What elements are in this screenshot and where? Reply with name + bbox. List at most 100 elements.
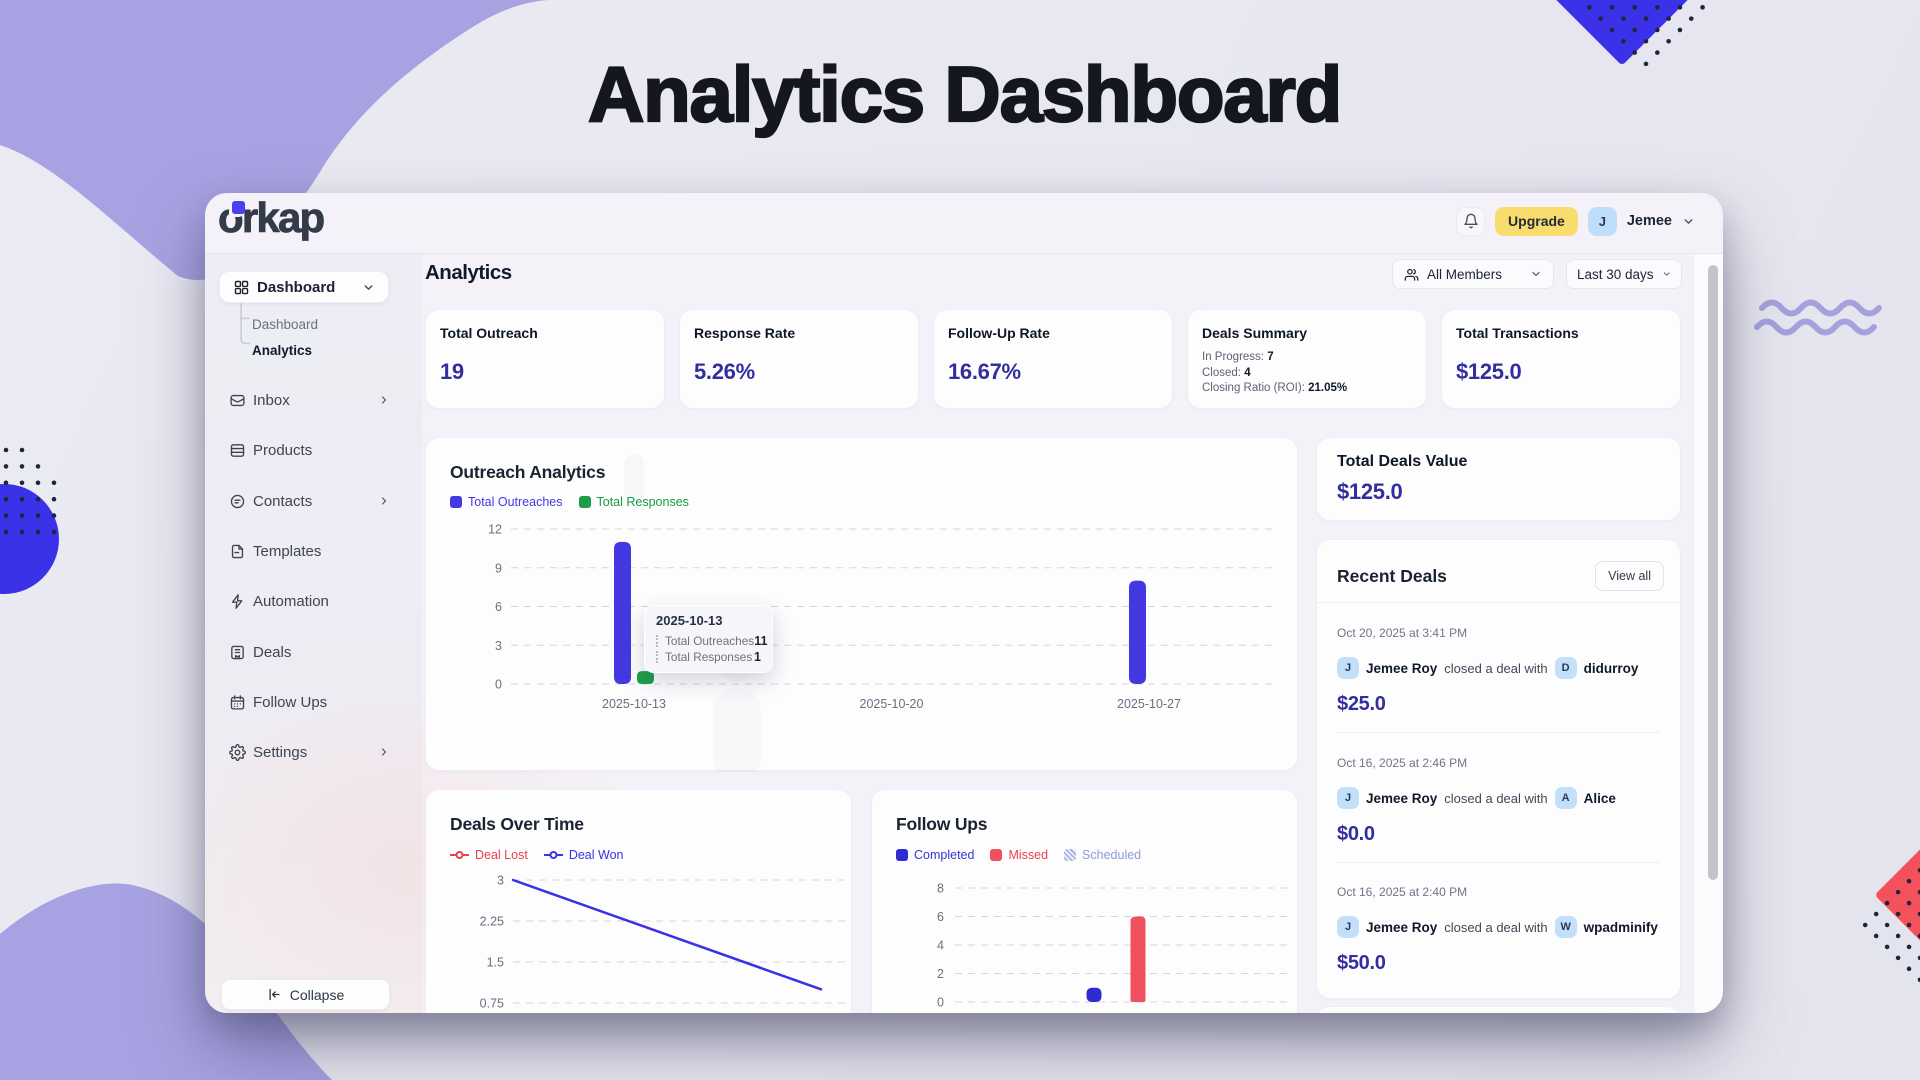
outreach-bar-chart: 12 9 6 3 0 2025-10-13 2025-10-20 2025-10-27 xyxy=(488,454,1273,772)
sidebar-item-label: Inbox xyxy=(253,391,290,409)
card-title: Total Deals Value xyxy=(1337,453,1468,470)
chevron-down-icon xyxy=(1663,272,1670,276)
sidebar-item-label: Dashboard xyxy=(257,278,336,296)
tooltip-marker xyxy=(656,651,658,663)
legend-label: Deal Lost xyxy=(475,848,528,862)
deals-summary-lines: In Progress: 7 Closed: 4 Closing Ratio (… xyxy=(1202,350,1412,397)
summary-value: 21.05% xyxy=(1308,382,1348,394)
deal-actor: Jemee Roy xyxy=(1366,919,1438,935)
sidebar-item-dashboard[interactable]: Dashboard xyxy=(219,271,389,303)
collapse-button[interactable]: Collapse xyxy=(221,979,390,1010)
sidebar-divider xyxy=(420,254,421,1013)
tooltip-marker xyxy=(656,635,658,647)
blob-top-left xyxy=(0,0,548,281)
chevron-down-icon xyxy=(1532,271,1540,277)
settings-gear-icon xyxy=(229,743,246,761)
deal-time: Oct 20, 2025 at 3:41 PM xyxy=(1337,626,1468,640)
deal-amount: $50.0 xyxy=(1337,952,1386,974)
legend-item: Completed xyxy=(896,848,974,862)
sidebar-item-label: Settings xyxy=(253,743,308,761)
deal-list-item[interactable]: Oct 20, 2025 at 3:41 PM J Jemee Roy clos… xyxy=(1337,626,1660,716)
legend-swatch-scheduled xyxy=(1064,849,1077,861)
stat-title: Follow-Up Rate xyxy=(948,325,1050,341)
legend-line-marker xyxy=(543,851,563,859)
collapse-label: Collapse xyxy=(289,986,345,1003)
view-all-button[interactable]: View all xyxy=(1595,561,1664,591)
upgrade-button[interactable]: Upgrade xyxy=(1495,206,1578,236)
sidebar-subitem-analytics[interactable]: Analytics xyxy=(252,343,313,358)
tooltip-value: 11 xyxy=(754,634,768,648)
stat-value: $125.0 xyxy=(1456,359,1522,384)
deal-amount: $25.0 xyxy=(1337,693,1386,715)
legend-label: Missed xyxy=(1008,848,1049,862)
brand-logo: orkap xyxy=(218,194,326,242)
contacts-icon xyxy=(230,494,245,508)
sidebar-item-label: Deals xyxy=(253,643,292,661)
stat-title: Total Outreach xyxy=(440,325,538,341)
sidebar-item-followups[interactable]: Follow Ups xyxy=(229,689,390,715)
chart-legend: Total Outreaches Total Responses xyxy=(450,495,689,509)
avatar: A xyxy=(1554,787,1577,809)
tooltip-row: Total Responses 1 xyxy=(656,650,761,664)
sidebar-item-settings[interactable]: Settings xyxy=(229,739,390,765)
follow-ups-card: Follow Ups Completed Missed Scheduled 8 6… xyxy=(871,789,1298,1013)
deal-verb: closed a deal with xyxy=(1444,660,1548,676)
sidebar-subitem-dashboard[interactable]: Dashboard xyxy=(252,317,319,332)
sidebar-item-label: Templates xyxy=(253,542,322,560)
svg-text:2025-10-20: 2025-10-20 xyxy=(860,697,924,711)
user-avatar[interactable]: J xyxy=(1587,206,1617,236)
summary-line: In Progress: 7 xyxy=(1202,350,1412,366)
svg-text:2.25: 2.25 xyxy=(480,915,504,929)
window-header: orkap Upgrade J Jemee xyxy=(205,193,1723,253)
summary-value: 7 xyxy=(1267,351,1274,363)
legend-label: Total Responses xyxy=(596,495,689,509)
tooltip-row: Total Outreaches 11 xyxy=(656,634,767,648)
members-icon xyxy=(1404,268,1419,281)
chevron-right-icon xyxy=(381,748,387,756)
tooltip-value: 1 xyxy=(754,650,761,664)
daterange-filter[interactable]: Last 30 days xyxy=(1566,259,1682,289)
avatar: J xyxy=(1337,657,1359,679)
members-filter-value: All Members xyxy=(1427,266,1503,282)
legend-item: Scheduled xyxy=(1064,848,1141,862)
main-heading: Analytics xyxy=(425,261,512,284)
legend-label: Completed xyxy=(914,848,975,862)
page-title: Analytics Dashboard xyxy=(587,49,1344,139)
stat-value: 16.67% xyxy=(948,359,1021,384)
total-deals-value-card: Total Deals Value $125.0 xyxy=(1316,437,1681,521)
deal-list-item[interactable]: Oct 16, 2025 at 2:40 PM J Jemee Roy clos… xyxy=(1337,885,1660,975)
legend-line-marker xyxy=(450,851,469,859)
dashboard-grid-icon xyxy=(234,280,249,294)
sidebar-item-label: Follow Ups xyxy=(253,693,328,711)
summary-label: In Progress: xyxy=(1202,351,1264,363)
sidebar-item-contacts[interactable]: Contacts xyxy=(229,488,390,514)
legend-item: Total Responses xyxy=(578,495,689,509)
chart-title: Follow Ups xyxy=(896,814,988,834)
svg-text:2: 2 xyxy=(937,967,944,981)
stat-card-total-outreach: Total Outreach 19 xyxy=(425,309,665,409)
sidebar-item-templates[interactable]: Templates xyxy=(229,538,390,564)
stat-card-followup-rate: Follow-Up Rate 16.67% xyxy=(933,309,1173,409)
sidebar-item-deals[interactable]: Deals xyxy=(229,639,390,665)
chart-title: Outreach Analytics xyxy=(450,462,606,482)
sidebar-item-products[interactable]: Products xyxy=(229,437,390,463)
svg-text:2025-10-13: 2025-10-13 xyxy=(602,697,666,711)
chevron-down-icon xyxy=(364,284,373,290)
sidebar-item-inbox[interactable]: Inbox xyxy=(229,387,390,413)
deal-list-item[interactable]: Oct 16, 2025 at 2:46 PM J Jemee Roy clos… xyxy=(1337,756,1660,846)
members-filter[interactable]: All Members xyxy=(1392,259,1554,289)
legend-item: Deal Won xyxy=(543,848,623,862)
avatar: J xyxy=(1337,916,1359,938)
sidebar-item-automation[interactable]: Automation xyxy=(229,588,390,614)
wave-right-2 xyxy=(1754,318,1877,336)
brand-logo-accent xyxy=(232,201,245,214)
notifications-button[interactable] xyxy=(1456,206,1486,236)
svg-text:3: 3 xyxy=(497,874,504,888)
scrollbar-thumb[interactable] xyxy=(1708,265,1718,880)
chevron-down-icon[interactable] xyxy=(1682,215,1695,228)
stat-value: 19 xyxy=(440,359,464,384)
user-name[interactable]: Jemee xyxy=(1626,213,1672,229)
legend-label: Scheduled xyxy=(1082,848,1142,862)
products-icon xyxy=(230,443,245,457)
deal-description: J Jemee Roy closed a deal with A Alice xyxy=(1337,787,1660,809)
